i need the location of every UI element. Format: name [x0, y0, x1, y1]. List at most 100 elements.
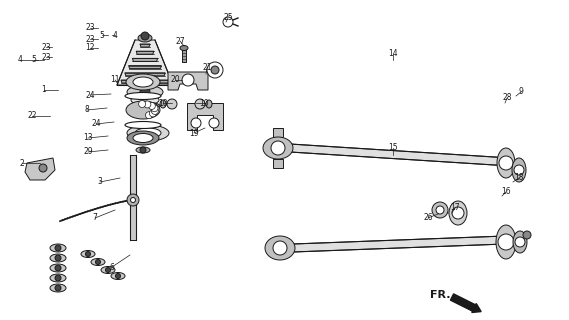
Ellipse shape [91, 259, 105, 266]
Circle shape [116, 274, 121, 278]
Text: 4: 4 [18, 55, 22, 65]
Polygon shape [130, 155, 136, 240]
Circle shape [432, 202, 448, 218]
Circle shape [211, 66, 219, 74]
Text: 17: 17 [450, 204, 460, 212]
Text: 6: 6 [110, 262, 114, 271]
Circle shape [55, 285, 61, 291]
Text: 16: 16 [501, 188, 511, 196]
Polygon shape [121, 80, 169, 83]
Circle shape [498, 234, 514, 250]
Text: 24: 24 [91, 119, 101, 129]
Circle shape [55, 265, 61, 271]
Ellipse shape [50, 264, 66, 272]
Text: FR.: FR. [430, 290, 451, 300]
Ellipse shape [127, 125, 169, 141]
Polygon shape [129, 66, 162, 68]
Ellipse shape [206, 100, 212, 108]
Circle shape [130, 197, 135, 203]
Ellipse shape [496, 225, 516, 259]
Circle shape [144, 101, 151, 108]
Ellipse shape [127, 131, 159, 145]
Ellipse shape [513, 231, 527, 253]
Ellipse shape [50, 274, 66, 282]
Text: 23: 23 [85, 23, 95, 33]
Text: 5: 5 [31, 55, 36, 65]
Circle shape [146, 112, 152, 119]
Ellipse shape [81, 251, 95, 258]
Text: 23: 23 [41, 52, 51, 61]
Text: 2: 2 [19, 158, 24, 167]
Text: 5: 5 [100, 30, 105, 39]
Text: 14: 14 [388, 50, 398, 59]
Circle shape [151, 108, 158, 114]
Circle shape [195, 99, 205, 109]
Text: 9: 9 [518, 87, 523, 97]
Circle shape [436, 206, 444, 214]
Polygon shape [290, 144, 510, 166]
Text: 19: 19 [189, 129, 199, 138]
Text: 8: 8 [85, 106, 89, 115]
Circle shape [55, 255, 61, 261]
Text: 23: 23 [41, 43, 51, 52]
Circle shape [85, 252, 90, 257]
Text: 12: 12 [85, 44, 95, 52]
Circle shape [207, 62, 223, 78]
Circle shape [105, 268, 110, 273]
Polygon shape [293, 236, 505, 252]
Text: 23: 23 [85, 35, 95, 44]
Polygon shape [273, 128, 283, 137]
Ellipse shape [111, 273, 125, 279]
Ellipse shape [138, 34, 152, 42]
Text: 26: 26 [423, 213, 433, 222]
Ellipse shape [133, 77, 153, 87]
Polygon shape [117, 40, 173, 85]
Text: 15: 15 [388, 143, 398, 153]
Circle shape [140, 87, 150, 97]
Circle shape [223, 17, 233, 27]
Ellipse shape [449, 201, 467, 225]
Text: 1: 1 [42, 85, 47, 94]
Ellipse shape [125, 92, 161, 100]
Polygon shape [125, 73, 165, 76]
Ellipse shape [50, 244, 66, 252]
Polygon shape [187, 103, 223, 130]
Text: 28: 28 [502, 93, 512, 102]
Circle shape [127, 194, 139, 206]
Ellipse shape [125, 122, 161, 129]
Text: 21: 21 [202, 63, 212, 73]
Text: 13: 13 [83, 133, 93, 142]
Circle shape [96, 260, 101, 265]
Polygon shape [168, 72, 208, 90]
Text: 22: 22 [27, 111, 37, 121]
Ellipse shape [160, 100, 166, 108]
Ellipse shape [180, 45, 188, 51]
Ellipse shape [263, 137, 293, 159]
Circle shape [499, 156, 513, 170]
Text: 18: 18 [514, 173, 523, 182]
Ellipse shape [135, 128, 161, 138]
Ellipse shape [133, 133, 153, 142]
Text: 27: 27 [175, 36, 185, 45]
Circle shape [149, 102, 155, 109]
Text: 11: 11 [110, 76, 119, 84]
Polygon shape [136, 51, 154, 54]
Ellipse shape [497, 148, 515, 178]
Circle shape [150, 110, 156, 117]
Text: 7: 7 [93, 213, 97, 222]
Circle shape [141, 32, 149, 40]
Polygon shape [25, 158, 55, 180]
Text: 24: 24 [85, 91, 95, 100]
Ellipse shape [50, 254, 66, 262]
Ellipse shape [265, 236, 295, 260]
Circle shape [55, 275, 61, 281]
Circle shape [39, 164, 47, 172]
Ellipse shape [126, 74, 160, 90]
Ellipse shape [512, 158, 526, 182]
Text: 10: 10 [158, 99, 168, 108]
Text: 10: 10 [199, 99, 209, 108]
Circle shape [167, 99, 177, 109]
Circle shape [209, 118, 219, 128]
Circle shape [191, 118, 201, 128]
Text: 4: 4 [113, 30, 117, 39]
